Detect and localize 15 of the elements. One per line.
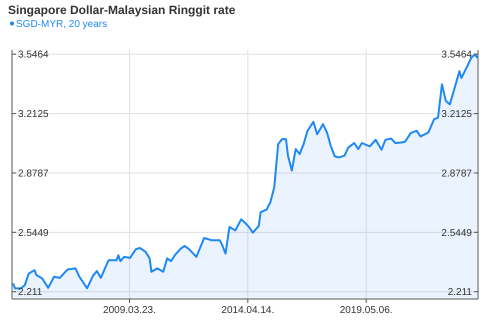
- y-tick-label: 2.8787: [18, 168, 50, 180]
- y2-tick-label: 3.2125: [441, 109, 472, 120]
- legend-label: SGD-MYR, 20 years: [16, 19, 108, 30]
- y-tick-label: 3.2125: [18, 109, 50, 120]
- y2-tick-label: 2.8787: [441, 168, 472, 180]
- x-tick-label: 2009.03.23.: [103, 305, 156, 316]
- y-tick-label: 2.211: [18, 287, 43, 298]
- y-tick-label: 3.5464: [18, 50, 50, 61]
- y2-tick-label: 2.5449: [441, 228, 472, 239]
- y-tick-label: 2.5449: [18, 228, 50, 239]
- x-tick-label: 2014.04.14.: [221, 305, 274, 316]
- x-tick-label: 2019.05.06.: [340, 305, 393, 316]
- y2-tick-label: 3.5464: [441, 50, 472, 61]
- chart-title: Singapore Dollar-Malaysian Ringgit rate: [8, 3, 236, 17]
- y2-tick-label: 2.211: [448, 287, 472, 298]
